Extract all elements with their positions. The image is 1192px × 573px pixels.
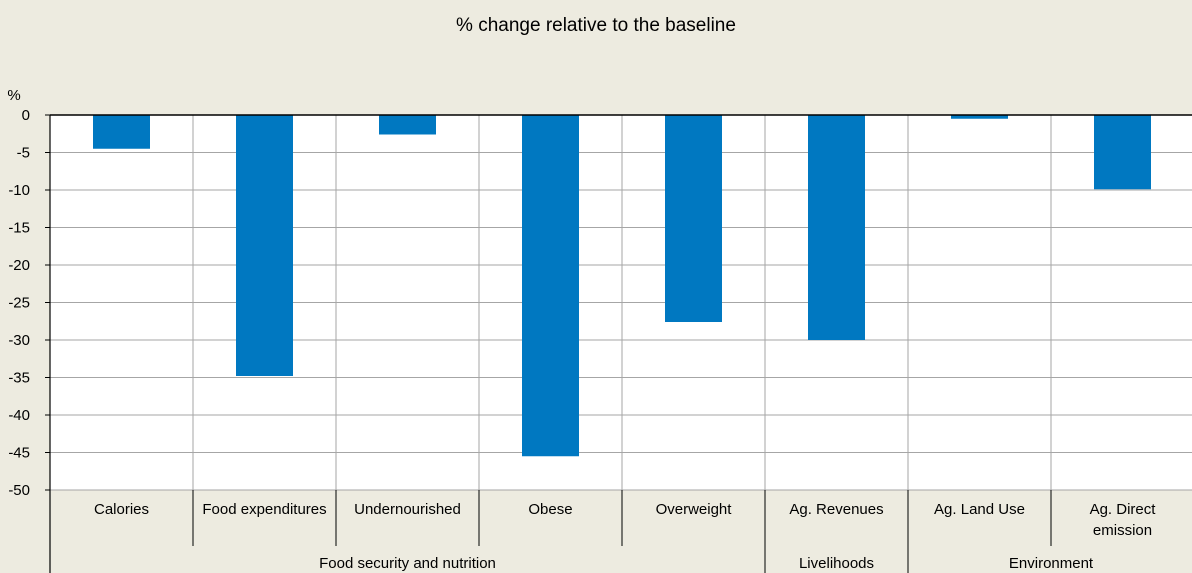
group-axis: Food security and nutrition Livelihoods En… <box>192 490 1094 573</box>
y-tick-label: -25 <box>8 295 30 312</box>
bar <box>522 115 579 457</box>
category-label: Undernourished <box>354 501 461 518</box>
bar <box>951 115 1008 119</box>
bar <box>236 115 293 376</box>
category-label: Food expenditures <box>202 501 326 518</box>
bar <box>379 115 436 135</box>
y-tick-label: -45 <box>8 445 30 462</box>
y-axis-label: % <box>7 87 20 104</box>
group-label: Food security and nutrition <box>319 555 496 572</box>
y-tick-label: -15 <box>8 220 30 237</box>
category-label: Ag. Revenues <box>789 501 883 518</box>
y-tick-label: -30 <box>8 332 30 349</box>
y-tick-label: -35 <box>8 370 30 387</box>
category-label: emission <box>1093 522 1152 539</box>
bars-layer <box>50 114 1192 457</box>
category-label: Ag. Direct <box>1090 501 1157 518</box>
y-tick-labels: 0 -5 -10 -15 -20 -25 -30 -35 -40 -45 -50 <box>8 107 50 499</box>
chart-title: % change relative to the baseline <box>456 15 736 36</box>
y-tick-label: -50 <box>8 482 30 499</box>
group-label: Livelihoods <box>799 555 874 572</box>
category-label: Calories <box>94 501 149 518</box>
bar <box>808 115 865 340</box>
y-tick-label: -20 <box>8 257 30 274</box>
bar <box>1094 115 1151 190</box>
category-label: Obese <box>528 501 572 518</box>
y-tick-label: -40 <box>8 407 30 424</box>
bar <box>93 115 150 149</box>
y-tick-label: -10 <box>8 182 30 199</box>
category-label: Overweight <box>656 501 733 518</box>
category-label: Ag. Land Use <box>934 501 1025 518</box>
bar <box>665 115 722 322</box>
y-tick-label: 0 <box>22 107 30 124</box>
group-label: Environment <box>1009 555 1094 572</box>
category-axis: Calories Food expenditures Undernourished O… <box>94 501 1156 539</box>
y-tick-label: -5 <box>17 145 30 162</box>
